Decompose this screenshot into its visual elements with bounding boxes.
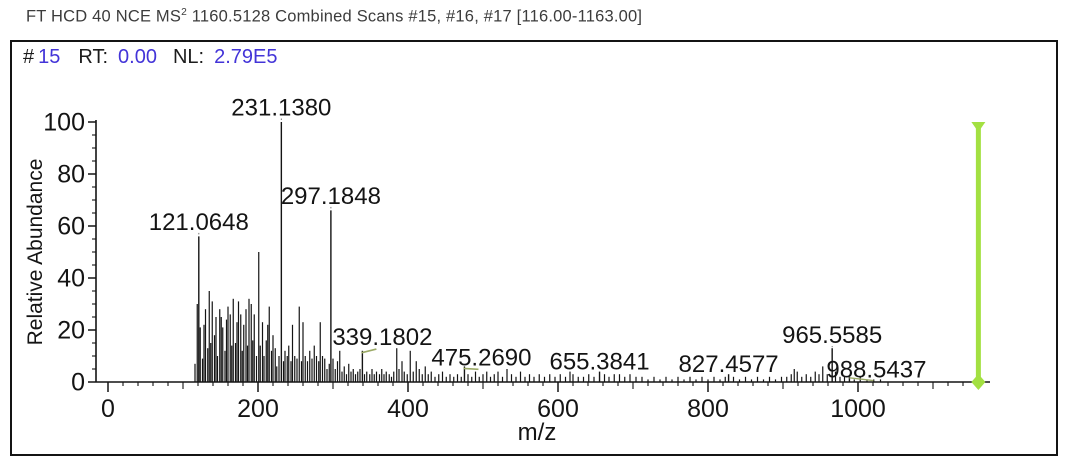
peak-label-connector xyxy=(849,377,874,382)
y-tick-label: 0 xyxy=(71,369,85,397)
scan-number: 15 xyxy=(38,46,61,68)
y-tick-label: 20 xyxy=(57,317,85,345)
peak-label: 965.5585 xyxy=(782,322,882,349)
x-tick-label: 400 xyxy=(387,395,429,423)
peak-label: 339.1802 xyxy=(332,324,432,351)
peak-label: 827.4577 xyxy=(679,351,779,378)
peak-label-connector xyxy=(463,367,479,371)
precursor-marker-diamond-icon xyxy=(971,374,986,390)
y-tick-label: 60 xyxy=(57,213,85,241)
y-tick-label: 100 xyxy=(43,109,85,137)
peak-label: 121.0648 xyxy=(149,209,249,236)
spectrum-title: FT HCD 40 NCE MS2 1160.5128 Combined Sca… xyxy=(26,7,642,27)
peak-label: 475.2690 xyxy=(431,344,531,371)
y-axis-title: Relative Abundance xyxy=(24,159,47,346)
x-axis-title: m/z xyxy=(518,419,557,446)
x-tick-label: 200 xyxy=(237,395,279,423)
peak-label: 655.3841 xyxy=(549,349,649,376)
peak-label: 297.1848 xyxy=(281,183,381,210)
peak-label: 988.5437 xyxy=(826,357,926,384)
precursor-marker-arrow-icon xyxy=(971,122,986,132)
spectrum-panel: #15 RT: 0.00 NL: 2.79E5 0 20 40 60 80 100 0 200 400 6… xyxy=(10,40,1058,456)
nl-value: 2.79E5 xyxy=(214,46,278,68)
title-text: FT HCD 40 NCE MS xyxy=(26,7,182,26)
scan-header: #15 RT: 0.00 NL: 2.79E5 xyxy=(23,46,277,69)
y-tick-label: 40 xyxy=(57,265,85,293)
x-tick-label: 600 xyxy=(537,395,579,423)
x-tick-label: 1000 xyxy=(830,395,886,423)
title-superscript: 2 xyxy=(181,7,187,18)
nl-label: NL: xyxy=(172,46,205,68)
scan-hash: # xyxy=(23,46,35,68)
x-tick-label: 800 xyxy=(687,395,729,423)
y-tick-label: 80 xyxy=(57,161,85,189)
peak-label-connector xyxy=(361,348,377,354)
rt-value: 0.00 xyxy=(118,46,157,68)
title-text-tail: 1160.5128 Combined Scans #15, #16, #17 [… xyxy=(186,7,643,26)
peak-label: 231.1380 xyxy=(231,95,331,122)
x-tick-label: 0 xyxy=(101,395,115,423)
rt-label: RT: xyxy=(78,46,109,68)
